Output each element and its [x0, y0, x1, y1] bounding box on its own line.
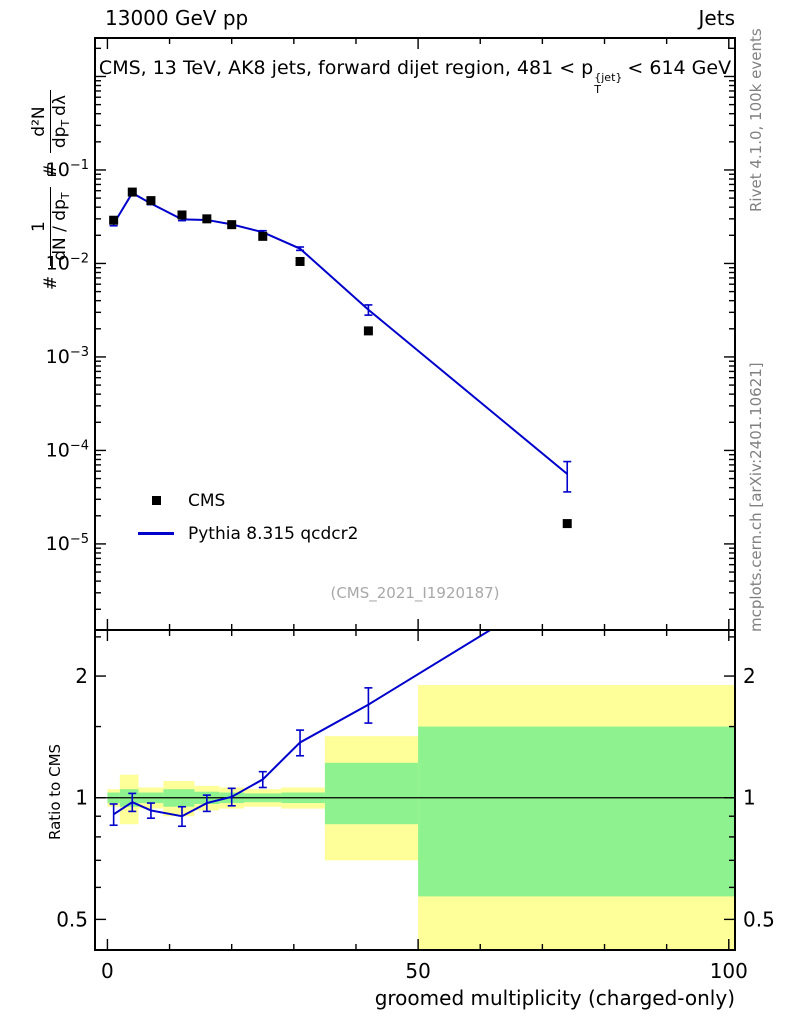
plot-title: CMS, 13 TeV, AK8 jets, forward dijet reg… [95, 57, 735, 95]
axis-ticks [95, 38, 735, 950]
analysis-id-watermark: (CMS_2021_I1920187) [330, 584, 500, 602]
x-axis-title: groomed multiplicity (charged-only) [374, 986, 735, 1010]
analysis-group-label: Jets [698, 6, 735, 30]
frac2-den-lambda: dλ [49, 94, 70, 116]
ratio-uncertainty-bands [107, 685, 735, 950]
svg-text:2: 2 [743, 664, 756, 688]
plot-title-suffix: < 614 GeV [627, 57, 732, 79]
rivet-version-text: Rivet 4.1.0, 100k events [747, 28, 765, 212]
cms-square-marker-swatch [151, 496, 161, 505]
ylabel-fraction-1: 1 dN / dpT [29, 187, 73, 266]
frac1-denominator: dN / dpT [49, 187, 73, 266]
legend: CMS Pythia 8.315 qcdcr2 [136, 484, 358, 550]
pt-superscript: {jet} [594, 71, 623, 84]
ylabel-hash-1: # [41, 275, 62, 290]
main-y-axis-label: # 1 dN / dpT # d²N dpTdλ [29, 89, 73, 290]
frac1-den-subscript: T [58, 192, 72, 200]
svg-text:10−4: 10−4 [46, 438, 89, 461]
frac1-numerator: 1 [29, 221, 49, 232]
pythia-line-swatch [138, 532, 174, 535]
svg-text:100: 100 [710, 959, 748, 983]
svg-text:10−5: 10−5 [46, 532, 89, 555]
ylabel-hash-2: # [41, 163, 62, 178]
svg-text:2: 2 [75, 664, 88, 688]
svg-text:50: 50 [405, 959, 430, 983]
cms-data-points [109, 187, 572, 529]
svg-text:0: 0 [101, 959, 114, 983]
legend-label-cms: CMS [188, 490, 226, 511]
mcplots-reference-text: mcplots.cern.ch [arXiv:2401.10621] [747, 362, 765, 632]
ylabel-fraction-2: d²N dpTdλ [29, 89, 73, 154]
mc-prediction-curve [109, 191, 572, 493]
legend-item-pythia: Pythia 8.315 qcdcr2 [136, 517, 358, 550]
pt-script-stack: {jet} T [594, 72, 622, 95]
legend-item-cms: CMS [136, 484, 358, 517]
frac2-denominator: dpTdλ [49, 89, 73, 154]
frac2-den-text: dp [49, 126, 70, 149]
svg-text:10−3: 10−3 [46, 345, 89, 368]
legend-label-pythia: Pythia 8.315 qcdcr2 [188, 523, 359, 544]
svg-text:1: 1 [743, 786, 756, 810]
svg-text:0.5: 0.5 [56, 907, 88, 931]
beam-energy-label: 13000 GeV pp [105, 6, 249, 30]
frac2-numerator: d²N [29, 106, 49, 137]
ratio-panel-frame [94, 629, 736, 951]
frac1-den-text: dN / dp [49, 199, 70, 261]
pt-subscript: T [594, 82, 601, 96]
cms-swatch-box [136, 496, 176, 505]
pythia-swatch-box [136, 532, 176, 535]
svg-text:0.5: 0.5 [743, 907, 775, 931]
ratio-mc-curve [109, 630, 493, 828]
plot-title-prefix: CMS, 13 TeV, AK8 jets, forward dijet reg… [98, 57, 594, 79]
frac2-den-subscript: T [58, 119, 72, 127]
ratio-y-axis-label: Ratio to CMS [46, 743, 64, 840]
svg-text:1: 1 [75, 786, 88, 810]
